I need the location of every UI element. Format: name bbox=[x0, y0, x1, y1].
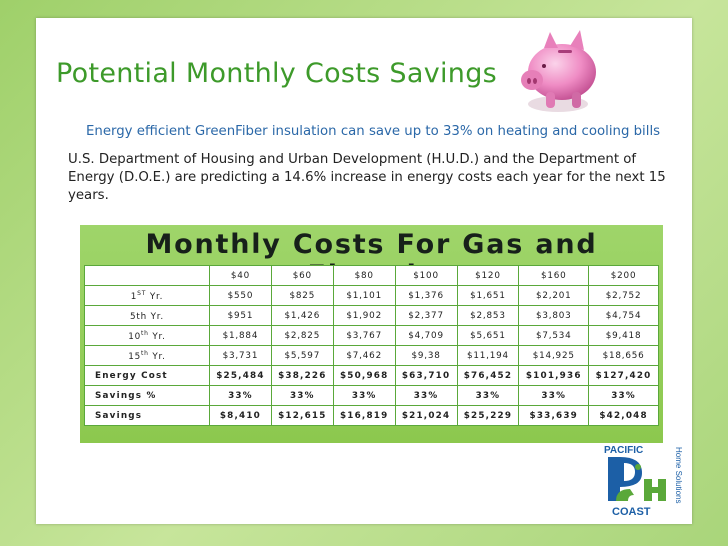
row-label: 15th Yr. bbox=[84, 345, 210, 366]
slide: Potential Monthly Costs Savings Energy e… bbox=[36, 18, 692, 524]
body-text: U.S. Department of Housing and Urban Dev… bbox=[68, 152, 666, 203]
table-cell: 33% bbox=[209, 385, 272, 406]
table-cell: 33% bbox=[332, 385, 396, 406]
row-label: 10th Yr. bbox=[84, 325, 210, 346]
page-title: Potential Monthly Costs Savings bbox=[56, 58, 498, 89]
table-cell: $63,710 bbox=[394, 365, 458, 386]
table-row-savings-percent: Savings % 33% 33% 33% 33% 33% 33% 33% bbox=[84, 385, 659, 406]
row-label: Energy Cost bbox=[84, 365, 210, 386]
header-cell bbox=[84, 265, 210, 286]
table-cell: $4,754 bbox=[588, 305, 659, 326]
table-cell: $825 bbox=[270, 285, 334, 306]
table-cell: $3,731 bbox=[209, 345, 272, 366]
table-cell: $1,884 bbox=[209, 325, 272, 346]
pacific-coast-logo: PACIFIC COAST Home Solutions bbox=[604, 445, 682, 518]
table-cell: $101,936 bbox=[518, 365, 590, 386]
table-cell: $951 bbox=[209, 305, 272, 326]
row-label: 1ST Yr. bbox=[84, 285, 210, 306]
header-cell: $60 bbox=[270, 265, 334, 286]
table-cell: $5,597 bbox=[270, 345, 334, 366]
table-row-energy-cost: Energy Cost $25,484 $38,226 $50,968 $63,… bbox=[84, 365, 659, 386]
table-row: 10th Yr. $1,884 $2,825 $3,767 $4,709 $5,… bbox=[84, 325, 659, 346]
table-row: 15th Yr. $3,731 $5,597 $7,462 $9,38 $11,… bbox=[84, 345, 659, 366]
table-cell: $7,534 bbox=[518, 325, 590, 346]
table-cell: $2,377 bbox=[394, 305, 458, 326]
logo-text-bottom: COAST bbox=[612, 506, 651, 518]
table-cell: $1,651 bbox=[456, 285, 520, 306]
table-cell: $25,229 bbox=[456, 405, 520, 426]
logo-text-top: PACIFIC bbox=[604, 445, 643, 456]
table-cell: $8,410 bbox=[209, 405, 272, 426]
table-cell: $12,615 bbox=[270, 405, 334, 426]
table-cell: $16,819 bbox=[332, 405, 396, 426]
table-cell: $2,825 bbox=[270, 325, 334, 346]
table-cell: $5,651 bbox=[456, 325, 520, 346]
table-cell: $9,38 bbox=[394, 345, 458, 366]
subtitle: Energy efficient GreenFiber insulation c… bbox=[86, 124, 661, 139]
logo-text-side: Home Solutions bbox=[674, 447, 682, 503]
table-cell: $18,656 bbox=[588, 345, 659, 366]
header-cell: $120 bbox=[456, 265, 520, 286]
table-cell: $14,925 bbox=[518, 345, 590, 366]
table-row: 1ST Yr. $550 $825 $1,101 $1,376 $1,651 $… bbox=[84, 285, 659, 306]
table-cell: $3,803 bbox=[518, 305, 590, 326]
table-cell: $1,426 bbox=[270, 305, 334, 326]
header-cell: $40 bbox=[209, 265, 272, 286]
table-cell: $33,639 bbox=[518, 405, 590, 426]
table-cell: $9,418 bbox=[588, 325, 659, 346]
piggy-bank-icon bbox=[521, 30, 596, 112]
table-row-savings: Savings $8,410 $12,615 $16,819 $21,024 $… bbox=[84, 405, 659, 426]
table-cell: $550 bbox=[209, 285, 272, 306]
cost-table-panel: Monthly Costs For Gas and Electric $40 $… bbox=[80, 225, 663, 443]
table-cell: $50,968 bbox=[332, 365, 396, 386]
table-cell: $76,452 bbox=[456, 365, 520, 386]
header-cell: $80 bbox=[332, 265, 396, 286]
table-cell: $1,902 bbox=[332, 305, 396, 326]
table-cell: $2,853 bbox=[456, 305, 520, 326]
header-cell: $160 bbox=[518, 265, 590, 286]
table-row: 5th Yr. $951 $1,426 $1,902 $2,377 $2,853… bbox=[84, 305, 659, 326]
header-cell: $100 bbox=[394, 265, 458, 286]
table-cell: $42,048 bbox=[588, 405, 659, 426]
table-cell: $1,101 bbox=[332, 285, 396, 306]
table-header-row: $40 $60 $80 $100 $120 $160 $200 bbox=[84, 265, 659, 286]
table-cell: $11,194 bbox=[456, 345, 520, 366]
table-cell: $21,024 bbox=[394, 405, 458, 426]
row-label: Savings bbox=[84, 405, 210, 426]
table-cell: 33% bbox=[394, 385, 458, 406]
table-cell: $1,376 bbox=[394, 285, 458, 306]
table-cell: $25,484 bbox=[209, 365, 272, 386]
table-cell: $127,420 bbox=[588, 365, 659, 386]
row-label: 5th Yr. bbox=[84, 305, 210, 326]
table-cell: $2,201 bbox=[518, 285, 590, 306]
table-cell: 33% bbox=[518, 385, 590, 406]
table-cell: 33% bbox=[456, 385, 520, 406]
table-cell: $38,226 bbox=[270, 365, 334, 386]
table-cell: 33% bbox=[588, 385, 659, 406]
header-cell: $200 bbox=[588, 265, 659, 286]
cost-table: $40 $60 $80 $100 $120 $160 $200 1ST Yr. … bbox=[84, 265, 659, 426]
table-cell: $3,767 bbox=[332, 325, 396, 346]
table-cell: $7,462 bbox=[332, 345, 396, 366]
table-cell: 33% bbox=[270, 385, 334, 406]
table-cell: $4,709 bbox=[394, 325, 458, 346]
table-cell: $2,752 bbox=[588, 285, 659, 306]
row-label: Savings % bbox=[84, 385, 210, 406]
